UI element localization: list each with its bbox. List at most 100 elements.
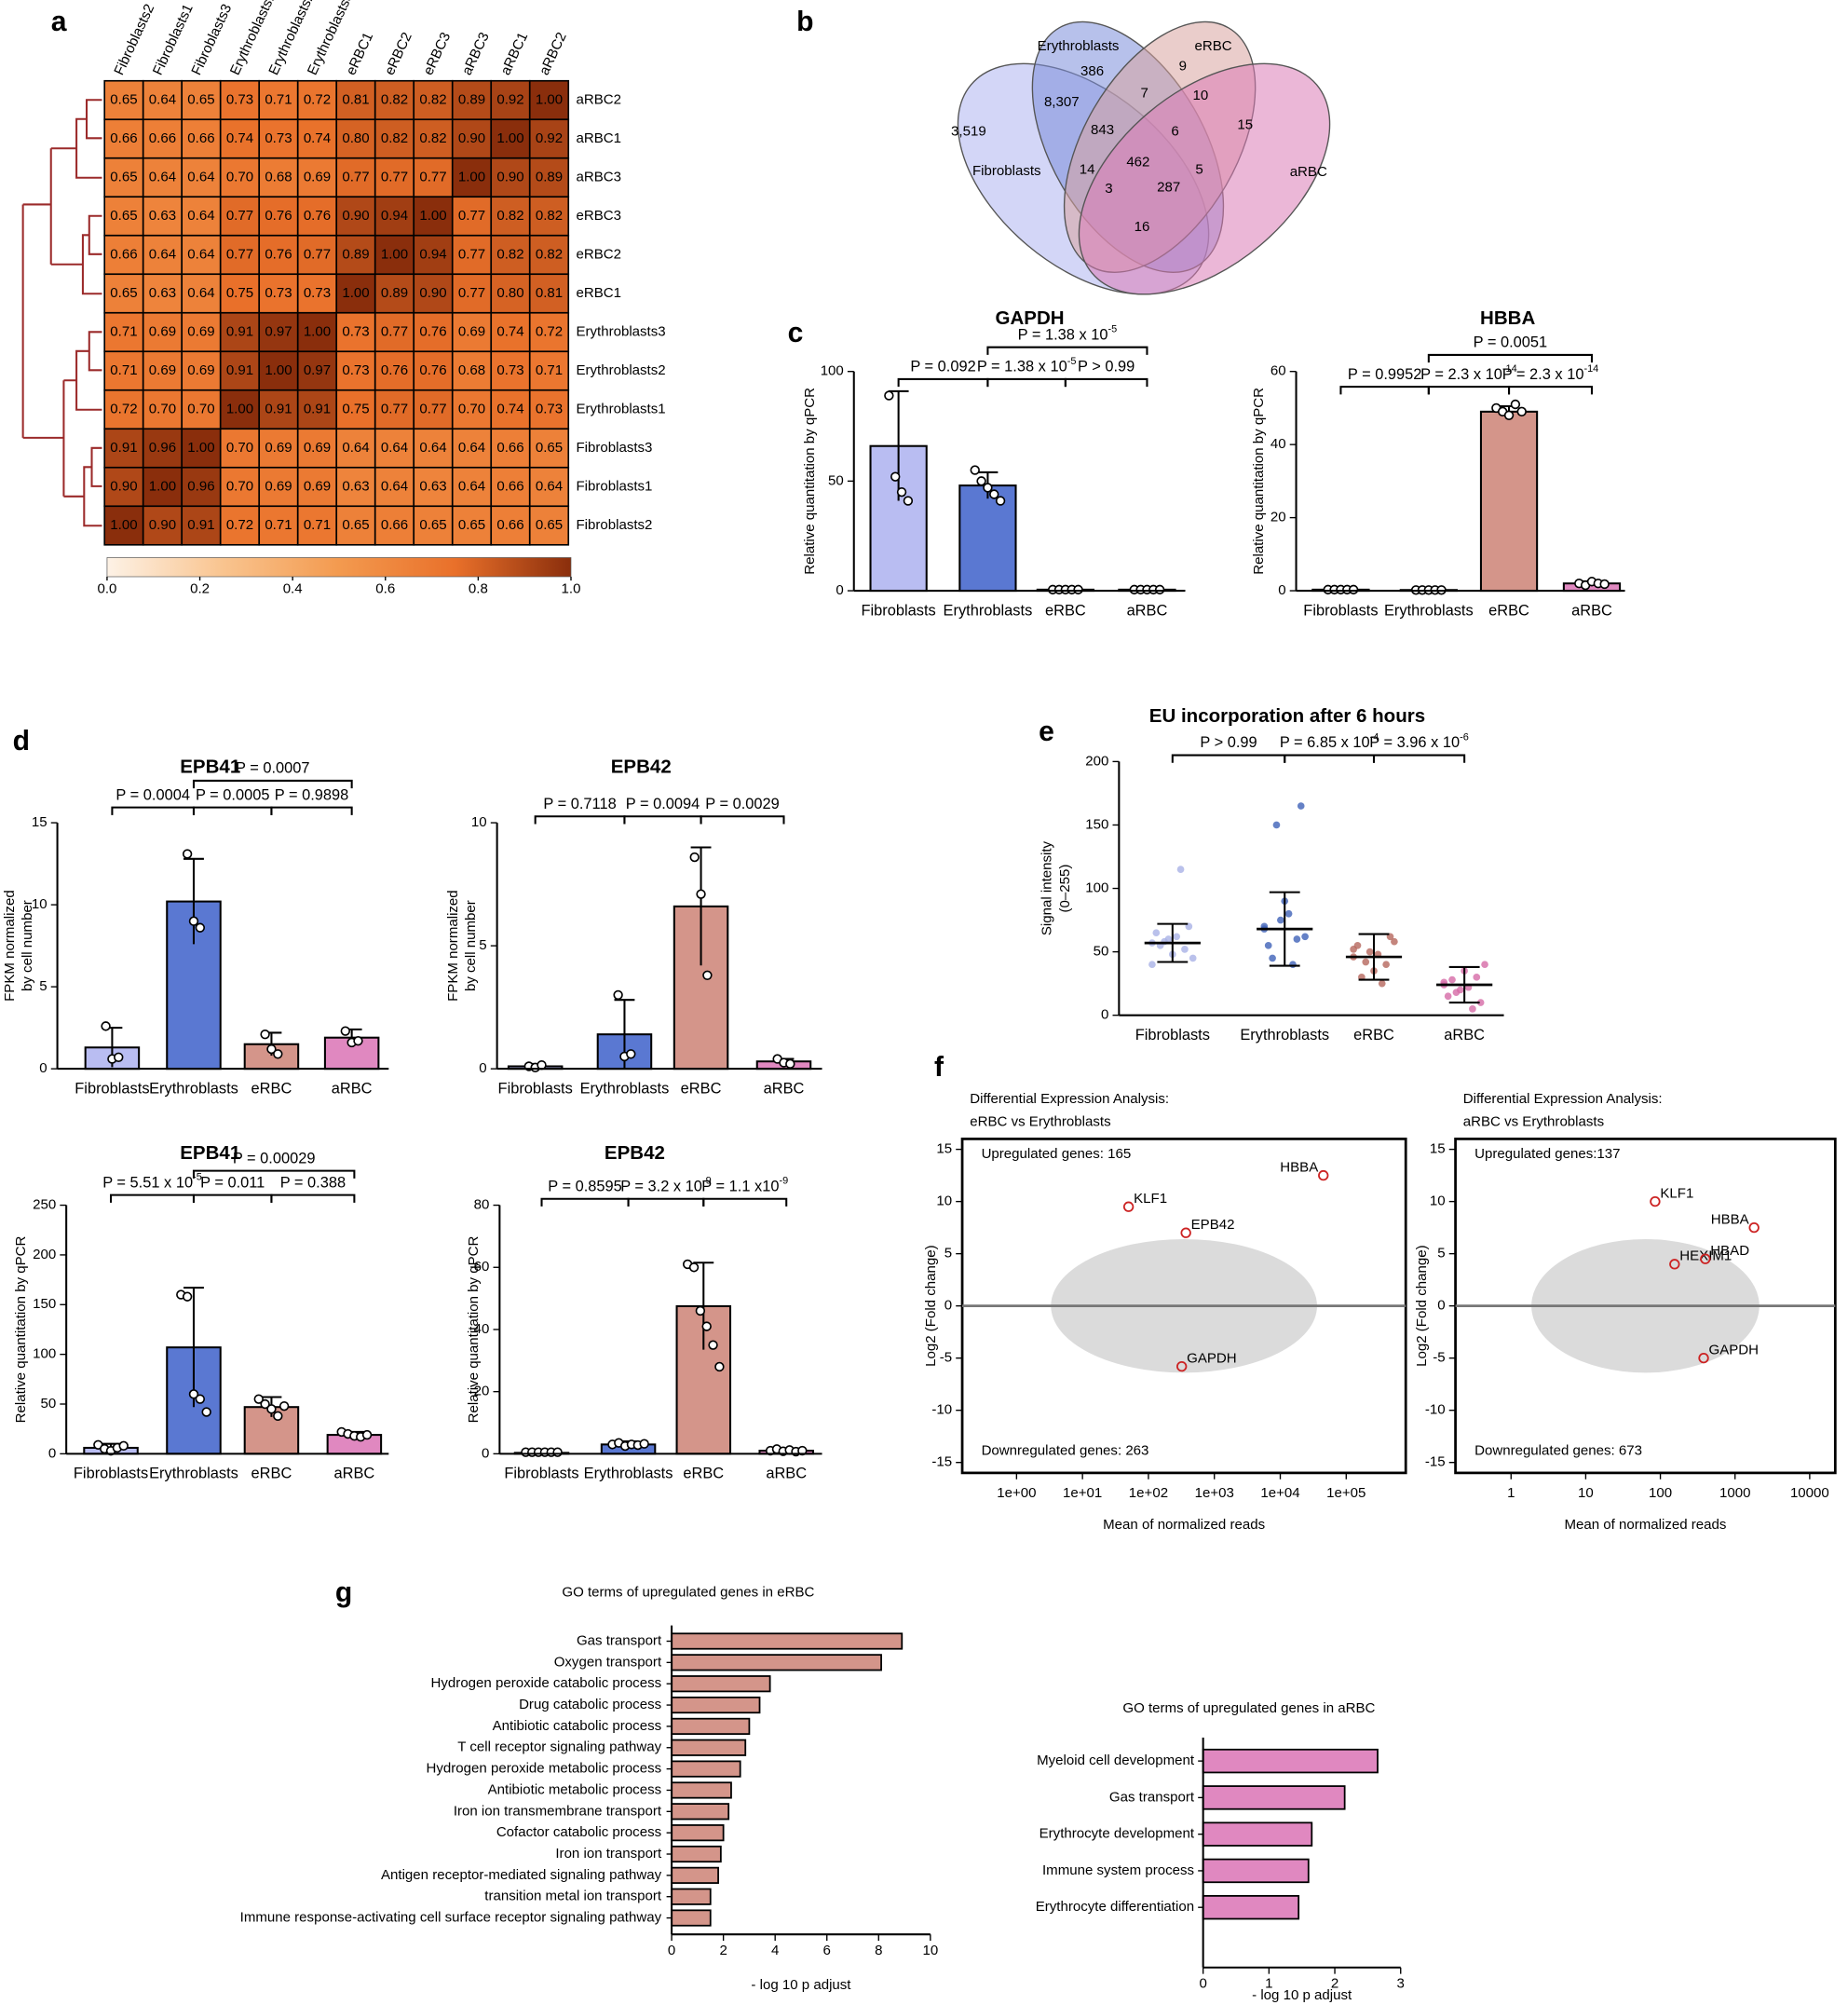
cell-label: 0.73: [265, 285, 292, 301]
category-label: Immune response-activating cell surface …: [240, 1910, 662, 1926]
p-value-text: P = 0.0094: [626, 796, 700, 812]
x-tick-label: 100: [1649, 1485, 1672, 1501]
data-point: [188, 1389, 199, 1399]
y-tick-label: 0: [482, 1445, 489, 1461]
y-axis-label: Relative quantitation by qPCR: [1251, 388, 1267, 575]
p-value-text: P = 0.0007: [236, 760, 310, 777]
gene-count: Downregulated genes: 673: [1474, 1443, 1642, 1459]
cell-label: 0.73: [265, 130, 292, 146]
p-value-text: P > 0.99: [1200, 735, 1257, 752]
cell-label: 0.70: [187, 401, 214, 416]
cell-label: 1.00: [265, 362, 292, 378]
x-tick-label: 8: [875, 1943, 882, 1958]
p-value-text: P = 0.0051: [1474, 334, 1548, 351]
cell-label: 0.65: [110, 91, 137, 107]
heatmap-cell: [103, 273, 144, 314]
cell-label: 0.82: [381, 91, 408, 107]
panel-label: d: [13, 726, 30, 757]
bar: [671, 1760, 741, 1778]
category-label: Hydrogen peroxide catabolic process: [431, 1675, 662, 1691]
region-count: 14: [1080, 161, 1095, 177]
data-point: [1444, 992, 1452, 1001]
data-point: [1378, 979, 1386, 988]
cell-label: 0.74: [304, 130, 331, 146]
heatmap-cell: [413, 157, 454, 198]
cell-label: 0.71: [265, 91, 292, 107]
cell-label: 0.69: [187, 362, 214, 378]
x-tick-label: Erythroblasts: [149, 1080, 238, 1097]
cell-label: 0.71: [265, 517, 292, 533]
cell-label: 0.82: [496, 208, 523, 224]
data-point: [353, 1036, 363, 1046]
data-point: [1152, 929, 1161, 937]
y-tick-label: 15: [1430, 1141, 1446, 1157]
p-value: P = 0.9898: [275, 787, 349, 804]
p-value: P = 0.0007: [236, 760, 310, 777]
cell-label: 0.69: [149, 362, 176, 378]
cell-label: 0.74: [496, 323, 523, 339]
data-point: [1473, 974, 1481, 981]
cell-label: 0.64: [149, 91, 176, 107]
cell-label: 1.00: [110, 517, 137, 533]
y-tick-label: 5: [479, 937, 486, 953]
highlighted-gene: [1698, 1352, 1709, 1364]
cell-label: 0.65: [187, 91, 214, 107]
data-point: [1173, 933, 1181, 941]
heatmap-cell: [142, 234, 183, 276]
heatmap-cell: [451, 466, 493, 508]
bar: [671, 1803, 730, 1821]
data-point: [983, 483, 993, 493]
x-tick-label: Fibroblasts: [74, 1466, 148, 1482]
data-point: [903, 496, 914, 506]
cell-label: 0.91: [110, 440, 137, 456]
y-tick-label: 0: [1101, 1007, 1108, 1023]
heatmap-cell: [219, 505, 261, 546]
p-value: P = 1.38 x 10-5: [977, 356, 1077, 375]
x-tick-label: aRBC: [332, 1080, 373, 1097]
set-label: aRBC: [1290, 164, 1327, 180]
p-value: P > 0.99: [1078, 359, 1135, 375]
data-point: [989, 489, 999, 499]
cell-label: 0.64: [187, 285, 214, 301]
cell-label: 0.82: [381, 130, 408, 146]
bar: [671, 1696, 761, 1714]
chart-title: Differential Expression Analysis:: [1463, 1091, 1663, 1107]
colorbar-tick-label: 0.4: [283, 581, 303, 597]
x-tick-label: aRBC: [1444, 1027, 1485, 1043]
y-tick-label: -10: [931, 1402, 952, 1418]
colorbar-tick-label: 0.8: [469, 581, 488, 597]
cell-label: 0.64: [536, 479, 563, 495]
x-tick-label: aRBC: [333, 1466, 374, 1482]
cell-label: 0.69: [265, 440, 292, 456]
category-label: Immune system process: [1042, 1862, 1194, 1878]
y-tick-label: 50: [1094, 944, 1109, 960]
y-tick-label: 10: [32, 896, 48, 912]
cell-label: 0.64: [149, 169, 176, 184]
cell-label: 0.65: [536, 440, 563, 456]
x-tick-label: Erythroblasts: [944, 602, 1033, 619]
x-tick-label: 4: [771, 1943, 779, 1958]
p-value-exponent: -14: [1502, 363, 1517, 375]
data-point: [1272, 821, 1281, 829]
p-value-text: P = 1.38 x 10: [1018, 327, 1108, 344]
category-label: Drug catabolic process: [519, 1697, 661, 1712]
cell-label: 0.76: [419, 362, 446, 378]
colorbar: [106, 557, 572, 578]
y-tick-label: 10: [1430, 1193, 1446, 1209]
data-point: [890, 471, 901, 482]
bar: [1202, 1858, 1310, 1884]
x-tick-label: 1000: [1719, 1485, 1750, 1501]
y-tick-label: 0: [1437, 1298, 1445, 1314]
gene-count: Downregulated genes: 263: [982, 1443, 1149, 1459]
cell-label: 0.69: [187, 323, 214, 339]
panel-label: a: [51, 7, 67, 37]
heatmap-cell: [490, 505, 531, 546]
y-axis-label: Relative quantitation by qPCR: [13, 1235, 29, 1423]
p-value: P = 0.00029: [233, 1151, 316, 1167]
bar: [671, 1632, 904, 1650]
data-point: [884, 390, 894, 401]
p-value-text: P = 0.0005: [196, 787, 270, 804]
heatmap-cell: [296, 118, 338, 159]
heatmap-cell: [451, 389, 493, 430]
